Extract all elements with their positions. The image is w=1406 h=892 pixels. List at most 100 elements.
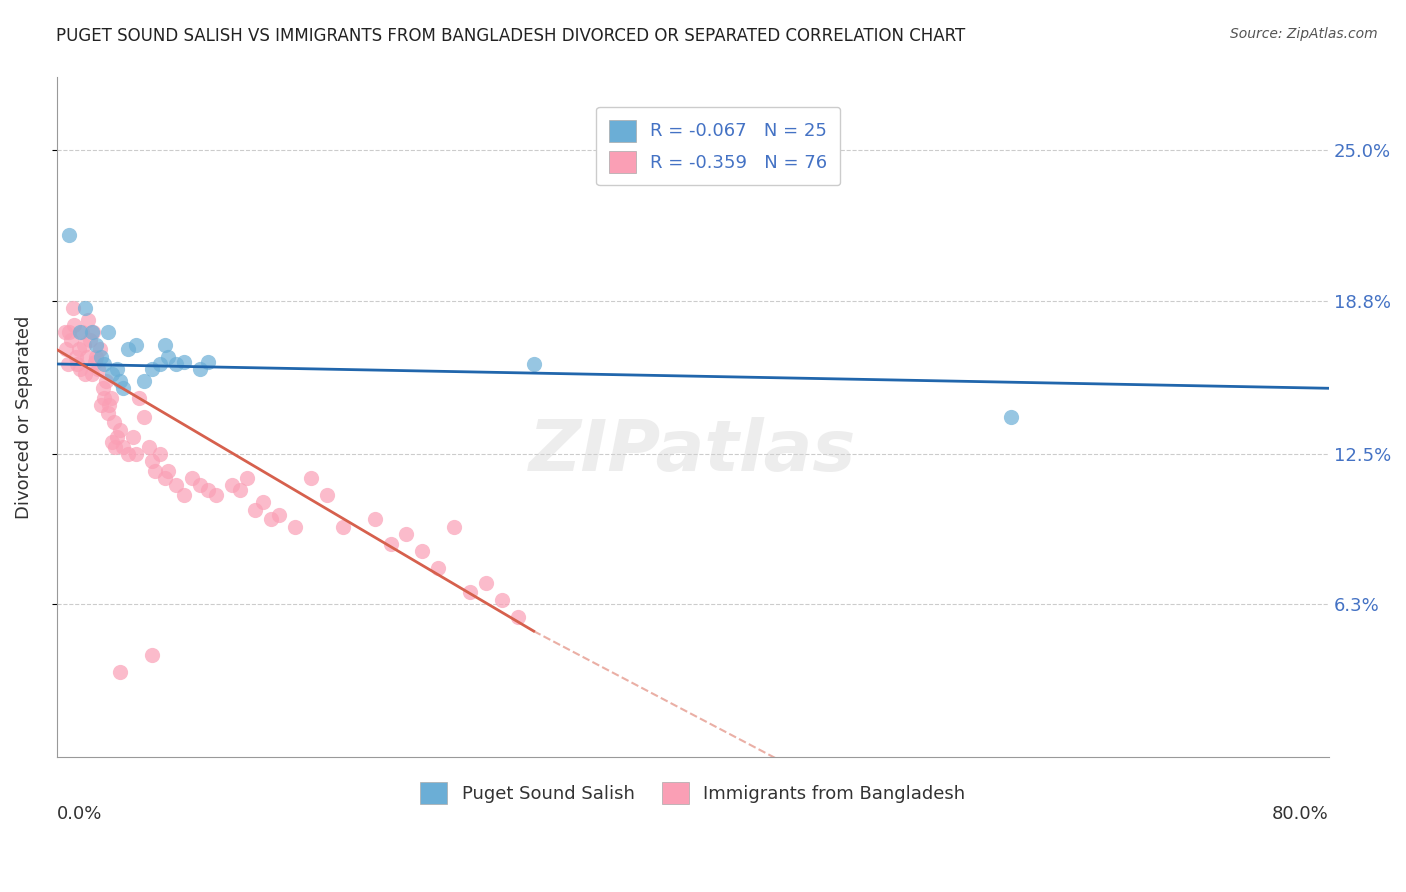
Point	[1000, 410, 1022, 425]
Point	[96, 326, 118, 340]
Point	[153, 337, 176, 351]
Point	[180, 471, 202, 485]
Point	[204, 488, 226, 502]
Point	[77, 313, 100, 327]
Point	[65, 350, 87, 364]
Point	[100, 391, 122, 405]
Point	[75, 367, 97, 381]
Point	[104, 440, 127, 454]
Point	[141, 648, 163, 663]
Point	[93, 357, 115, 371]
Point	[149, 447, 172, 461]
Point	[506, 609, 529, 624]
Point	[316, 488, 339, 502]
Point	[105, 362, 128, 376]
Point	[117, 447, 139, 461]
Point	[165, 478, 187, 492]
Point	[132, 410, 155, 425]
Point	[101, 434, 124, 449]
Point	[299, 471, 322, 485]
Point	[252, 495, 274, 509]
Point	[72, 337, 94, 351]
Point	[110, 423, 132, 437]
Point	[427, 561, 450, 575]
Point	[228, 483, 250, 498]
Point	[90, 398, 112, 412]
Point	[55, 343, 77, 357]
Point	[105, 430, 128, 444]
Point	[380, 537, 402, 551]
Point	[83, 354, 105, 368]
Point	[69, 362, 91, 376]
Legend: Puget Sound Salish, Immigrants from Bangladesh: Puget Sound Salish, Immigrants from Bang…	[408, 769, 979, 816]
Point	[76, 350, 98, 364]
Point	[62, 301, 84, 315]
Point	[122, 430, 145, 444]
Point	[69, 326, 91, 340]
Point	[63, 318, 86, 333]
Point	[143, 464, 166, 478]
Point	[80, 326, 103, 340]
Text: 0.0%: 0.0%	[56, 805, 103, 823]
Point	[141, 362, 163, 376]
Point	[197, 354, 219, 368]
Point	[221, 478, 243, 492]
Point	[149, 357, 172, 371]
Text: PUGET SOUND SALISH VS IMMIGRANTS FROM BANGLADESH DIVORCED OR SEPARATED CORRELATI: PUGET SOUND SALISH VS IMMIGRANTS FROM BA…	[56, 27, 966, 45]
Point	[475, 575, 498, 590]
Point	[66, 357, 89, 371]
Point	[165, 357, 187, 371]
Point	[125, 337, 148, 351]
Point	[101, 367, 124, 381]
Point	[128, 391, 150, 405]
Text: 80.0%: 80.0%	[1272, 805, 1329, 823]
Point	[173, 488, 195, 502]
Point	[93, 391, 115, 405]
Point	[188, 362, 211, 376]
Point	[173, 354, 195, 368]
Point	[332, 519, 354, 533]
Point	[117, 343, 139, 357]
Point	[86, 350, 108, 364]
Point	[197, 483, 219, 498]
Point	[443, 519, 465, 533]
Point	[94, 374, 117, 388]
Text: Source: ZipAtlas.com: Source: ZipAtlas.com	[1230, 27, 1378, 41]
Point	[284, 519, 307, 533]
Point	[153, 471, 176, 485]
Point	[58, 228, 80, 243]
Point	[363, 512, 385, 526]
Point	[138, 440, 160, 454]
Point	[236, 471, 259, 485]
Point	[112, 440, 135, 454]
Point	[56, 357, 79, 371]
Point	[58, 326, 80, 340]
Point	[125, 447, 148, 461]
Point	[91, 381, 114, 395]
Point	[112, 381, 135, 395]
Point	[523, 357, 546, 371]
Point	[59, 333, 82, 347]
Point	[80, 367, 103, 381]
Point	[79, 333, 101, 347]
Point	[141, 454, 163, 468]
Point	[491, 592, 513, 607]
Point	[98, 398, 121, 412]
Point	[188, 478, 211, 492]
Point	[89, 343, 111, 357]
Point	[110, 665, 132, 680]
Text: ZIPatlas: ZIPatlas	[529, 417, 856, 486]
Point	[82, 326, 104, 340]
Point	[103, 415, 125, 429]
Point	[90, 350, 112, 364]
Point	[395, 527, 418, 541]
Point	[67, 343, 90, 357]
Point	[458, 585, 481, 599]
Point	[245, 502, 267, 516]
Point	[411, 544, 433, 558]
Point	[96, 406, 118, 420]
Point	[70, 326, 93, 340]
Point	[53, 326, 76, 340]
Point	[156, 350, 179, 364]
Point	[110, 374, 132, 388]
